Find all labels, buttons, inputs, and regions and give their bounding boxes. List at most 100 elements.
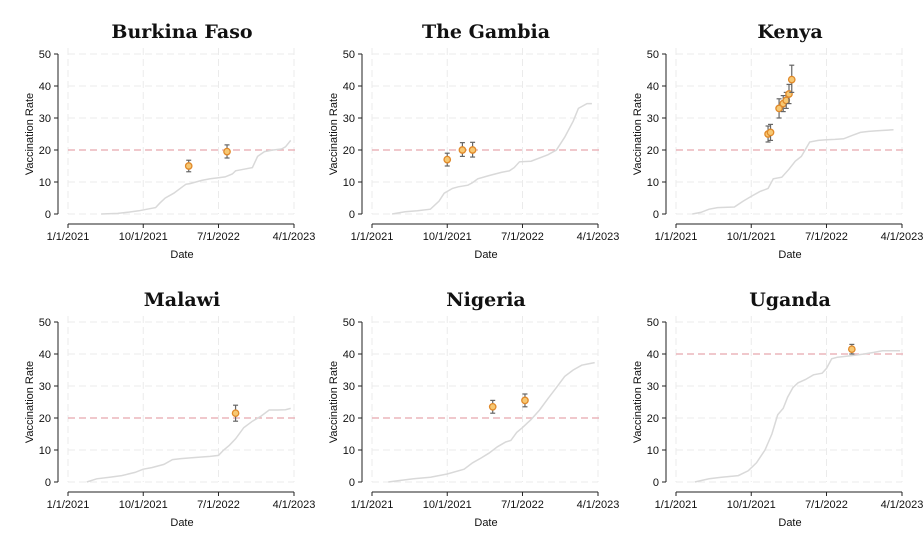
x-tick-label: 1/1/2021: [47, 231, 90, 243]
x-tick-label: 10/1/2021: [423, 231, 472, 243]
x-tick-label: 4/1/2023: [577, 231, 620, 243]
panel-nigeria: Nigeria 0 10 20 30 40 50 1/1/2021 10/1/2021 7/1/…: [328, 289, 619, 529]
y-tick-label: 20: [647, 145, 659, 157]
trend-line: [391, 102, 592, 215]
y-tick-label: 40: [343, 349, 355, 361]
y-axis-label: Vaccination Rate: [24, 361, 36, 443]
panel-malawi: Malawi 0 10 20 30 40 50 1/1/2021 10/1/2021 7/1/2…: [24, 289, 315, 529]
x-axis-label: Date: [778, 249, 801, 261]
x-axis-label: Date: [474, 249, 497, 261]
data-point: [847, 345, 856, 354]
y-axis-label: Vaccination Rate: [632, 93, 644, 175]
y-tick-label: 20: [39, 145, 51, 157]
y-tick-label: 50: [39, 49, 51, 61]
y-axis-label: Vaccination Rate: [24, 93, 36, 175]
y-axis-label: Vaccination Rate: [328, 361, 340, 443]
panel-title: Malawi: [144, 289, 220, 311]
y-tick-label: 30: [647, 381, 659, 393]
y-tick-label: 40: [39, 81, 51, 93]
x-tick-label: 10/1/2021: [727, 499, 776, 511]
x-tick-label: 7/1/2022: [805, 231, 848, 243]
x-tick-label: 4/1/2023: [273, 231, 316, 243]
y-axis-label: Vaccination Rate: [632, 361, 644, 443]
x-tick-label: 1/1/2021: [47, 499, 90, 511]
x-axis-label: Date: [474, 517, 497, 529]
y-tick-label: 20: [343, 145, 355, 157]
x-tick-label: 10/1/2021: [119, 231, 168, 243]
panel-kenya: Kenya 0 10 20 30 40 50 1/1/2021 10/1/2021 7/1/20…: [632, 21, 923, 261]
x-tick-label: 1/1/2021: [351, 231, 394, 243]
y-tick-label: 40: [647, 349, 659, 361]
x-tick-label: 10/1/2021: [119, 499, 168, 511]
x-axis-label: Date: [778, 517, 801, 529]
trend-line: [694, 350, 901, 483]
panel-burkina-faso: Burkina Faso 0 10 20 30 40 50 1/1/2021 10/1/202…: [24, 21, 315, 261]
data-point: [458, 146, 467, 154]
x-axis-label: Date: [170, 517, 193, 529]
x-tick-label: 7/1/2022: [501, 499, 544, 511]
y-tick-label: 50: [343, 317, 355, 329]
x-tick-label: 4/1/2023: [881, 231, 924, 243]
y-tick-label: 0: [349, 477, 355, 489]
y-tick-label: 20: [39, 413, 51, 425]
data-point: [488, 402, 497, 411]
data-point: [468, 146, 477, 154]
x-tick-label: 4/1/2023: [881, 499, 924, 511]
data-point: [521, 396, 529, 405]
data-point: [223, 147, 231, 156]
y-tick-label: 0: [45, 209, 51, 221]
x-tick-label: 7/1/2022: [805, 499, 848, 511]
y-tick-label: 50: [39, 317, 51, 329]
trend-line: [86, 407, 291, 483]
panel-uganda: Uganda 0 10 20 30 40 50 1/1/2021 10/1/2021 7/1/2…: [632, 289, 923, 529]
y-tick-label: 30: [39, 381, 51, 393]
y-tick-label: 10: [39, 177, 51, 189]
y-tick-label: 20: [647, 413, 659, 425]
x-tick-label: 10/1/2021: [727, 231, 776, 243]
trend-line: [388, 361, 595, 483]
panel-title: Burkina Faso: [111, 21, 252, 43]
y-tick-label: 0: [349, 209, 355, 221]
data-point: [787, 75, 796, 84]
x-tick-label: 1/1/2021: [655, 231, 698, 243]
y-axis-label: Vaccination Rate: [328, 93, 340, 175]
y-tick-label: 50: [343, 49, 355, 61]
y-tick-label: 10: [343, 177, 355, 189]
y-tick-label: 0: [653, 209, 659, 221]
data-point: [184, 162, 193, 170]
y-tick-label: 40: [343, 81, 355, 93]
panel-title: Nigeria: [446, 289, 526, 311]
data-point: [775, 104, 783, 113]
y-tick-label: 10: [647, 177, 659, 189]
y-tick-label: 0: [45, 477, 51, 489]
trend-line: [692, 129, 894, 215]
trend-line: [101, 139, 292, 215]
panel-title: Kenya: [757, 21, 822, 43]
y-tick-label: 10: [343, 445, 355, 457]
data-point: [766, 128, 775, 137]
x-tick-label: 7/1/2022: [197, 231, 240, 243]
data-point: [443, 155, 452, 164]
y-tick-label: 10: [647, 445, 659, 457]
panel-the-gambia: The Gambia 0 10 20 30 40 50 1/1/2021 10/1/2021 7…: [328, 21, 619, 261]
y-tick-label: 30: [647, 113, 659, 125]
panel-title: Uganda: [749, 289, 831, 311]
y-tick-label: 0: [653, 477, 659, 489]
x-tick-label: 4/1/2023: [273, 499, 316, 511]
x-tick-label: 1/1/2021: [351, 499, 394, 511]
y-tick-label: 20: [343, 413, 355, 425]
data-point: [231, 409, 240, 418]
y-tick-label: 10: [39, 445, 51, 457]
y-tick-label: 50: [647, 49, 659, 61]
x-tick-label: 10/1/2021: [423, 499, 472, 511]
y-tick-label: 30: [343, 113, 355, 125]
x-tick-label: 1/1/2021: [655, 499, 698, 511]
y-tick-label: 30: [343, 381, 355, 393]
y-tick-label: 30: [39, 113, 51, 125]
x-tick-label: 7/1/2022: [197, 499, 240, 511]
y-tick-label: 40: [647, 81, 659, 93]
y-tick-label: 40: [39, 349, 51, 361]
x-tick-label: 7/1/2022: [501, 231, 544, 243]
panel-title: The Gambia: [422, 21, 550, 43]
